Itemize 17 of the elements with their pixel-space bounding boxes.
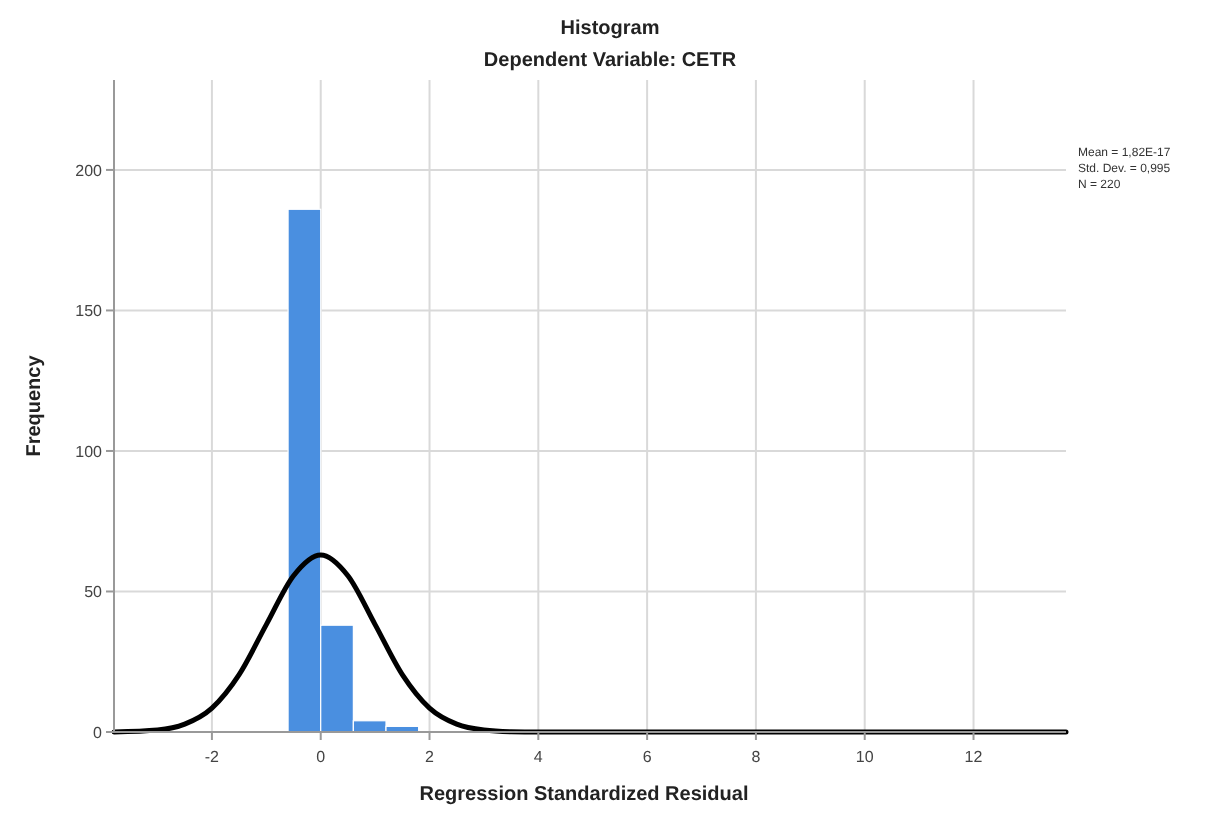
x-axis-title: Regression Standardized Residual xyxy=(419,784,749,806)
x-tick-label: 6 xyxy=(642,748,653,766)
x-tick-label: 0 xyxy=(316,748,327,766)
x-tick-label: 8 xyxy=(751,748,762,766)
x-tick-label: -2 xyxy=(204,748,221,766)
y-tick-label: 200 xyxy=(75,161,104,180)
chart-subtitle: Dependent Variable: CETR xyxy=(483,50,738,72)
y-tick-label: 150 xyxy=(75,302,104,321)
x-tick-label: 10 xyxy=(855,748,875,766)
x-tick-label: 4 xyxy=(533,748,544,766)
x-tick-label: 2 xyxy=(425,748,436,766)
y-tick-label: 50 xyxy=(84,583,104,602)
y-tick-label: 100 xyxy=(75,442,104,461)
chart-title: Histogram xyxy=(560,18,660,40)
y-tick-label: 0 xyxy=(93,724,104,742)
y-axis-title: Frequency xyxy=(24,354,46,457)
x-tick-label: 12 xyxy=(964,748,984,766)
